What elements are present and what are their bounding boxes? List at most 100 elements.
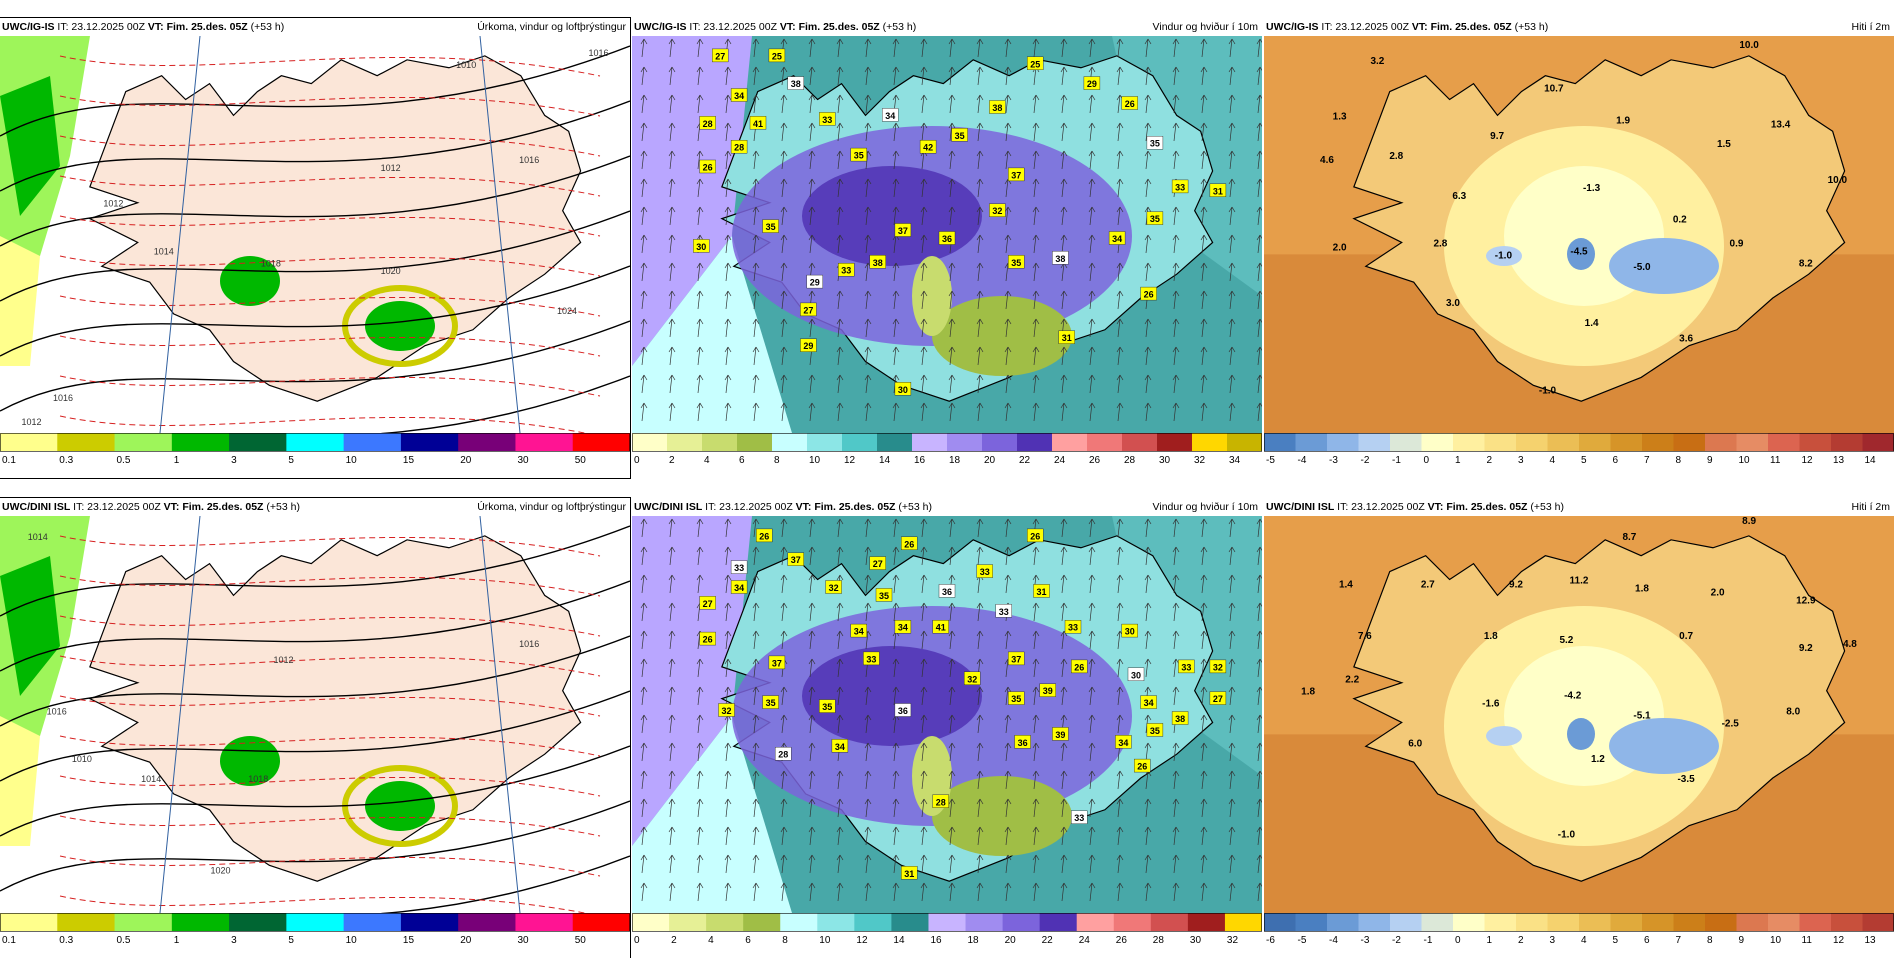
wind-arrow [1060, 94, 1068, 114]
wind-arrow [836, 150, 844, 170]
panel-run-info: UWC/DINI ISL IT: 23.12.2025 00Z VT: Fim.… [2, 498, 300, 516]
isobar [378, 855, 630, 913]
colorbar-svg: 0.1 0.3 0.5 1 3 5 10 15 20 30 50 [0, 913, 630, 946]
panel-run-info: UWC/IG-IS IT: 23.12.2025 00Z VT: Fim. 25… [2, 18, 284, 36]
wind-arrow [1060, 826, 1068, 846]
colorbar-tick-label: 13 [1865, 935, 1877, 946]
wind-arrow [1116, 826, 1124, 846]
wind-arrow [948, 206, 956, 226]
gust-value-box [749, 116, 767, 130]
wind-arrow [1256, 94, 1262, 114]
temperature-value-label: 2.8 [1433, 238, 1447, 249]
isobar-value-label: 1014 [154, 246, 174, 256]
colorbar-tick-label: 18 [968, 935, 980, 946]
gust-value-label: 39 [1055, 730, 1065, 740]
temperature-value-label: 1.4 [1339, 580, 1353, 591]
wind-arrow [1200, 178, 1208, 198]
colorbar-swatch [1002, 913, 1041, 931]
wind-arrow [892, 262, 900, 282]
temperature-value-label: -4.2 [1564, 691, 1582, 702]
wind-arrow [1228, 574, 1236, 594]
wind-arrow [752, 574, 760, 594]
wind-arrow [1172, 150, 1180, 170]
colorbar-tick-label: 8 [1707, 935, 1713, 946]
temperature-isoline [59, 135, 601, 157]
colorbar-tick-label: -3 [1361, 935, 1370, 946]
wind-arrow [1172, 206, 1180, 226]
wind-arrow [724, 262, 732, 282]
wind-arrow [1172, 94, 1180, 114]
wind-arrow [976, 770, 984, 790]
wind-arrow [1088, 94, 1096, 114]
wind-arrow [696, 546, 704, 566]
wind-arrow [1256, 374, 1262, 394]
wind-arrow [668, 318, 676, 338]
wind-arrow [1228, 798, 1236, 818]
wind-arrow [1060, 374, 1068, 394]
colorbar-tick-label: -4 [1298, 455, 1307, 466]
temperature-value-label: -1.6 [1482, 699, 1500, 710]
wind-arrow [752, 234, 760, 254]
colorbar-tick-label: 4 [1550, 455, 1556, 466]
wind-arrow [724, 518, 732, 538]
wind-arrow [1200, 94, 1208, 114]
model-name: UWC/IG-IS [1266, 21, 1319, 33]
isobar-value-label: 1024 [557, 306, 577, 316]
wind-arrow [752, 346, 760, 366]
colorbar-swatch [807, 433, 843, 451]
colorbar-swatch [229, 913, 287, 931]
wind-arrow [1088, 630, 1096, 650]
wind-arrow [864, 318, 872, 338]
wind-arrow [948, 630, 956, 650]
wind-arrow [1228, 402, 1236, 422]
colorbar-tick-label: 12 [856, 935, 868, 946]
wind-arrow [836, 686, 844, 706]
glacier-cold-area [1609, 238, 1719, 294]
wind-arrow [1004, 770, 1012, 790]
wind-arrow [696, 66, 704, 86]
colorbar-tick-label: 28 [1153, 935, 1165, 946]
colorbar-tick-label: -5 [1298, 935, 1307, 946]
lead-time: (+53 h) [250, 21, 285, 33]
colorbar-swatch [0, 433, 58, 451]
gust-value-label: 33 [1181, 662, 1191, 672]
isobar [0, 320, 630, 412]
wind-arrow [724, 206, 732, 226]
gust-value-box [1027, 528, 1044, 543]
wind-arrow [1144, 658, 1152, 678]
colorbar-swatch [1192, 433, 1228, 451]
wind-arrow [1256, 714, 1262, 734]
colorbar-tick-label: 2 [1518, 935, 1524, 946]
wind-arrow [1256, 658, 1262, 678]
wind-arrow [808, 574, 816, 594]
wind-arrow [640, 798, 648, 818]
wind-arrow [1172, 854, 1180, 874]
wind-arrow [640, 318, 648, 338]
gust-value-box [1064, 619, 1082, 634]
strong-wind-core [802, 646, 982, 746]
map-area: 10.0 3.2 10.7 13.4 1.3 1.9 9.7 1.5 4.6 2.8 10.0 -1.… [1264, 36, 1894, 433]
colorbar-tick-label: 3 [1550, 935, 1556, 946]
wind-arrow [752, 826, 760, 846]
wind-arrow [1004, 518, 1012, 538]
colorbar-svg: 0 2 4 6 8 10 12 14 16 18 20 22 24 26 28 30 32 34 [632, 433, 1262, 466]
wind-arrow [1256, 346, 1262, 366]
wind-arrow [1088, 290, 1096, 310]
wind-arrow [864, 38, 872, 58]
wind-arrow [1004, 714, 1012, 734]
colorbar-tick-label: 0 [1424, 455, 1430, 466]
wind-arrow [724, 882, 732, 902]
wind-arrow [920, 882, 928, 902]
colorbar-tick-label: 11 [1770, 455, 1781, 466]
wind-arrow [836, 882, 844, 902]
panel-run-info: UWC/IG-IS IT: 23.12.2025 00Z VT: Fim. 25… [1266, 18, 1548, 36]
gust-value-box [730, 88, 748, 102]
colorbar-swatch [343, 433, 402, 451]
colorbar-swatch [928, 913, 967, 931]
wind-arrow [836, 38, 844, 58]
wind-arrow [1256, 318, 1262, 338]
gust-value-box [1039, 683, 1056, 697]
wind-arrow [1004, 854, 1012, 874]
temperature-value-label: 1.5 [1717, 139, 1731, 150]
temperature-isoline [59, 95, 601, 117]
